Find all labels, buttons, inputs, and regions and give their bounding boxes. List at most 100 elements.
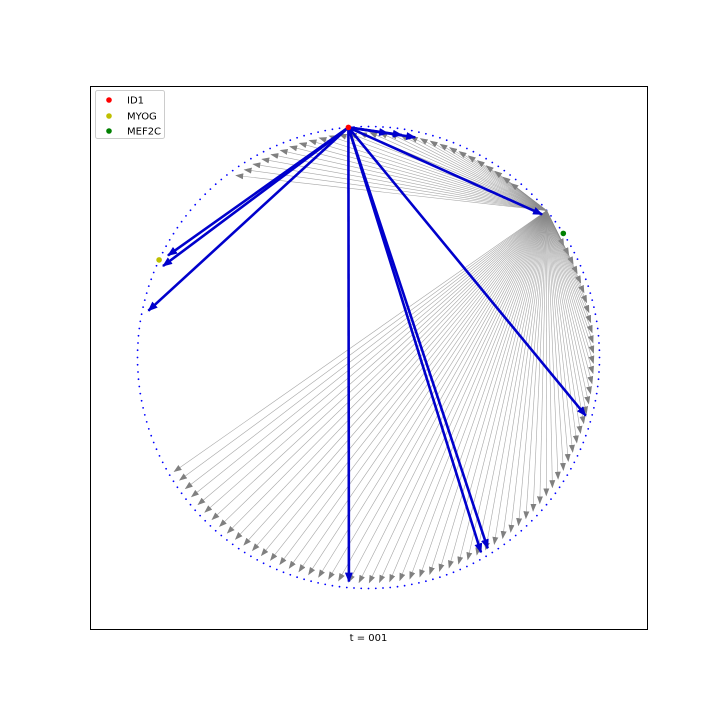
ring-node — [204, 193, 207, 196]
thin-edge — [226, 210, 547, 534]
thin-edge — [204, 210, 547, 513]
ring-node — [579, 264, 582, 267]
thin-edge — [269, 210, 547, 561]
ring-node — [317, 582, 319, 584]
ring-node — [137, 378, 140, 381]
ring-node — [303, 134, 305, 137]
thin-edge — [234, 210, 547, 540]
legend-label-myog: MYOG — [127, 112, 157, 123]
ring-node — [243, 551, 246, 554]
thin-edge — [438, 210, 547, 572]
ring-node — [275, 568, 278, 571]
ring-node — [525, 525, 528, 527]
thin-edge — [419, 210, 547, 578]
ring-node — [554, 220, 557, 223]
ring-node — [161, 461, 164, 464]
thin-edge — [546, 210, 595, 364]
ring-node — [275, 144, 278, 147]
thin-edge — [429, 210, 547, 575]
ring-node — [138, 385, 141, 388]
ring-node — [459, 568, 462, 571]
ring-node — [550, 498, 552, 500]
ring-node — [145, 421, 148, 423]
thin-edge — [546, 210, 566, 471]
ring-node — [269, 565, 271, 568]
ring-node — [596, 327, 599, 330]
ring-node — [587, 285, 590, 287]
thin-edge — [252, 162, 547, 211]
ring-node — [425, 132, 427, 135]
ring-node — [382, 126, 384, 128]
ring-node — [296, 576, 298, 579]
thin-edge — [251, 210, 547, 552]
highlight-edge — [348, 126, 417, 141]
ring-node — [410, 129, 413, 132]
thin-edge — [536, 210, 547, 505]
ring-node — [472, 562, 475, 565]
ring-node — [262, 562, 265, 565]
thin-edge — [546, 210, 591, 405]
ring-node — [587, 428, 590, 430]
ring-node — [570, 245, 572, 248]
thin-edge — [546, 210, 571, 462]
ring-node — [425, 580, 427, 583]
ring-node — [220, 534, 223, 537]
ring-node — [382, 587, 384, 589]
ring-node — [525, 188, 528, 191]
highlight-edges — [147, 126, 587, 583]
ring-node — [231, 169, 234, 172]
thin-edge — [546, 210, 589, 415]
ring-node — [579, 448, 582, 451]
thin-edge — [546, 210, 594, 375]
ring-node — [168, 239, 171, 241]
thin-edge — [492, 210, 547, 545]
ring-node — [536, 514, 538, 517]
thin-edge — [419, 138, 547, 211]
ring-node — [418, 131, 420, 134]
ring-node — [289, 573, 292, 576]
thin-edge — [270, 153, 547, 211]
ring-node — [582, 441, 585, 444]
ring-node — [142, 407, 145, 409]
ring-node — [262, 150, 265, 153]
highlight-edge — [347, 126, 544, 216]
ring-node — [597, 334, 600, 337]
ring-node — [497, 547, 500, 550]
ring-node — [137, 371, 139, 373]
highlight-edge — [162, 126, 350, 268]
thin-edge — [546, 210, 592, 395]
ring-node — [143, 414, 146, 416]
legend-box — [95, 90, 165, 139]
ring-node — [594, 313, 597, 316]
ring-node — [389, 586, 392, 589]
ring-node — [584, 434, 587, 437]
ring-node — [466, 565, 468, 568]
ring-node — [204, 519, 207, 522]
ring-node — [566, 239, 569, 241]
ring-node — [220, 178, 223, 181]
ring-node — [439, 576, 441, 579]
thin-edge — [516, 210, 547, 527]
ring-node — [194, 203, 197, 206]
thin-edge — [338, 210, 547, 582]
ring-node — [199, 514, 202, 517]
ring-node — [389, 126, 392, 129]
ring-node — [478, 154, 481, 157]
ring-node — [310, 580, 312, 583]
ring-node — [497, 165, 500, 168]
legend-marker-id1 — [106, 97, 112, 103]
ring-node — [256, 154, 259, 157]
thin-edge — [546, 210, 579, 444]
thin-edge — [546, 210, 593, 334]
ring-node — [145, 292, 148, 294]
ring-node — [396, 585, 399, 588]
ring-node — [595, 392, 598, 395]
ring-node — [418, 582, 420, 584]
ring-node — [598, 371, 600, 373]
thin-edge — [369, 132, 547, 211]
thin-edge — [173, 210, 547, 472]
ring-node — [562, 480, 565, 483]
ring-node — [459, 144, 462, 147]
ring-node — [147, 428, 150, 430]
ring-node — [598, 349, 601, 352]
